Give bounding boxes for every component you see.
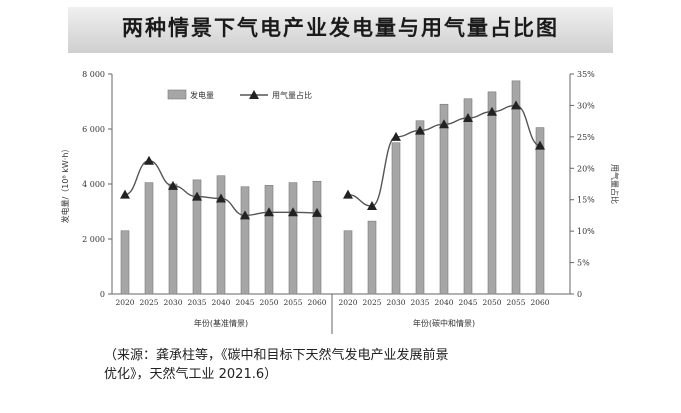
- left-tick-label: 6 000: [82, 125, 105, 134]
- x-tick-label: 2055: [506, 298, 525, 307]
- bar: [288, 182, 298, 295]
- right-tick-label: 30%: [577, 101, 595, 110]
- triangle-marker: [288, 207, 298, 217]
- triangle-marker: [312, 207, 322, 217]
- bar: [511, 80, 521, 295]
- bar: [391, 142, 401, 295]
- right-axis-title: 用气量占比: [610, 164, 620, 204]
- triangle-marker: [120, 189, 130, 199]
- right-tick-label: 10%: [577, 227, 595, 236]
- x-tick-label: 2060: [530, 298, 549, 307]
- triangle-marker: [463, 113, 473, 122]
- x-tick-label: 2035: [187, 298, 206, 307]
- triangle-marker: [487, 106, 497, 116]
- triangle-marker: [439, 119, 449, 129]
- right-tick-label: 15%: [577, 196, 595, 205]
- triangle-marker: [216, 193, 226, 203]
- left-tick-label: 0: [100, 290, 105, 299]
- bar: [535, 127, 545, 295]
- bar: [312, 180, 322, 295]
- left-tick-label: 2 000: [82, 235, 105, 244]
- bar: [367, 220, 377, 295]
- x-tick-label: 2035: [410, 298, 429, 307]
- title-band: [68, 7, 613, 53]
- bar: [240, 186, 250, 295]
- x-tick-label: 2045: [235, 298, 254, 307]
- legend-bar-swatch: [167, 89, 187, 100]
- x-tick-label: 2050: [259, 298, 278, 307]
- triangle-marker: [511, 100, 521, 110]
- x-axis-title: 年份(基准情景): [194, 318, 248, 328]
- triangle-marker: [367, 201, 377, 210]
- x-tick-label: 2020: [338, 298, 357, 307]
- dual-axis-chart: 0 2 000 4 000 6 000 8 000 0 5% 10% 15% 20% 25% 30% 3…: [60, 70, 620, 334]
- bar: [216, 175, 226, 295]
- x-tick-label: 2030: [163, 298, 182, 307]
- source-note: （来源：龚承柱等，《碳中和目标下天然气发电产业发展前景 优化》，天然气工业 20…: [104, 346, 664, 384]
- right-tick-label: 25%: [577, 133, 595, 142]
- legend-bar-label: 发电量: [190, 90, 214, 100]
- x-axis-title: 年份(碳中和情景): [413, 318, 475, 328]
- bar: [168, 183, 178, 295]
- triangle-marker: [264, 207, 274, 217]
- x-tick-label: 2025: [139, 298, 158, 307]
- triangle-marker: [192, 191, 202, 201]
- bar: [120, 230, 130, 295]
- triangle-marker: [391, 131, 401, 141]
- legend-line-label: 用气量占比: [272, 90, 312, 100]
- source-line-1: （来源：龚承柱等，《碳中和目标下天然气发电产业发展前景: [104, 348, 449, 363]
- left-tick-label: 8 000: [82, 70, 105, 79]
- bar: [487, 91, 497, 295]
- x-tick-label: 2030: [386, 298, 405, 307]
- bar: [463, 98, 473, 295]
- chart-title: 两种情景下气电产业发电量与用气量占比图: [122, 16, 559, 40]
- x-tick-label: 2060: [307, 298, 326, 307]
- bar: [192, 179, 202, 295]
- bar: [343, 230, 353, 295]
- triangle-marker: [535, 140, 545, 150]
- right-tick-label: 0: [577, 290, 582, 299]
- legend-line-marker: [249, 90, 259, 99]
- bar: [439, 103, 449, 295]
- bar: [144, 182, 154, 295]
- x-tick-label: 2055: [283, 298, 302, 307]
- triangle-marker: [415, 125, 425, 135]
- x-tick-label: 2050: [482, 298, 501, 307]
- triangle-marker: [240, 210, 250, 220]
- right-tick-label: 5%: [577, 259, 590, 268]
- right-tick-label: 20%: [577, 164, 595, 173]
- triangle-marker: [168, 180, 178, 190]
- bar: [415, 120, 425, 295]
- x-tick-label: 2025: [362, 298, 381, 307]
- triangle-marker: [343, 189, 353, 199]
- x-tick-label: 2040: [434, 298, 453, 307]
- triangle-marker: [144, 155, 154, 165]
- left-tick-label: 4 000: [82, 180, 105, 189]
- x-tick-label: 2040: [211, 298, 230, 307]
- source-line-2: 优化》，天然气工业 2021.6）: [104, 367, 278, 382]
- bar: [264, 185, 274, 295]
- right-tick-label: 35%: [577, 70, 595, 79]
- x-tick-label: 2020: [115, 298, 134, 307]
- x-tick-label: 2045: [458, 298, 477, 307]
- left-axis-title: 发电量/（10⁸ kW·h）: [60, 145, 70, 224]
